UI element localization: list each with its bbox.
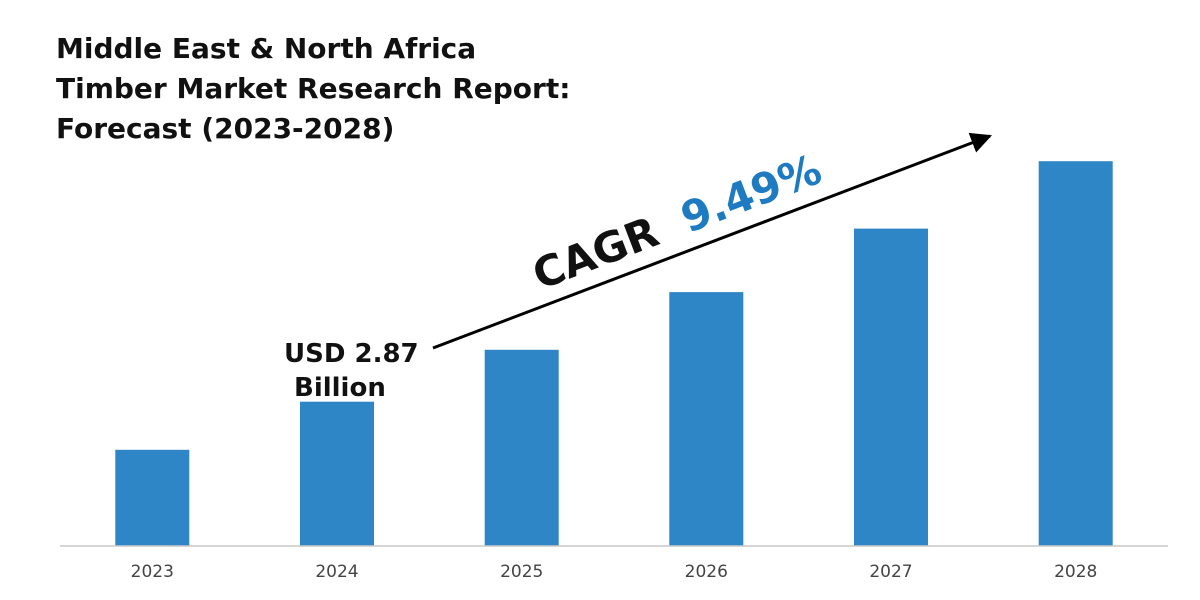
- bar-2026: [669, 292, 744, 546]
- bar-2024: [300, 401, 374, 546]
- chart-title-line-1: Middle East & North Africa: [56, 32, 476, 65]
- annotation-value-label: USD 2.87: [284, 339, 419, 369]
- x-tick-label-2027: 2027: [869, 562, 912, 582]
- bar-2027: [854, 228, 928, 546]
- chart-title: Middle East & North Africa Timber Market…: [56, 32, 570, 145]
- cagr-label: CAGR 9.49%: [526, 144, 828, 299]
- x-axis-tick-labels: 2023 2024 2025 2026 2027 2028: [131, 562, 1098, 582]
- growth-trend-arrow: [432, 132, 992, 350]
- svg-text:CAGR 9.49%: CAGR 9.49%: [526, 144, 828, 299]
- value-annotation: USD 2.87 Billion: [284, 339, 419, 403]
- x-tick-label-2026: 2026: [685, 562, 728, 582]
- bar-series: [115, 161, 1113, 546]
- x-tick-label-2028: 2028: [1054, 562, 1097, 582]
- bar-2025: [484, 349, 559, 546]
- x-tick-label-2025: 2025: [500, 562, 543, 582]
- bar-2023: [115, 449, 190, 546]
- chart-title-line-2: Timber Market Research Report:: [56, 72, 570, 105]
- bar-2028: [1038, 161, 1113, 546]
- x-tick-label-2024: 2024: [315, 562, 358, 582]
- chart-title-line-3: Forecast (2023-2028): [56, 112, 394, 145]
- x-tick-label-2023: 2023: [131, 562, 174, 582]
- annotation-unit-label: Billion: [294, 373, 386, 403]
